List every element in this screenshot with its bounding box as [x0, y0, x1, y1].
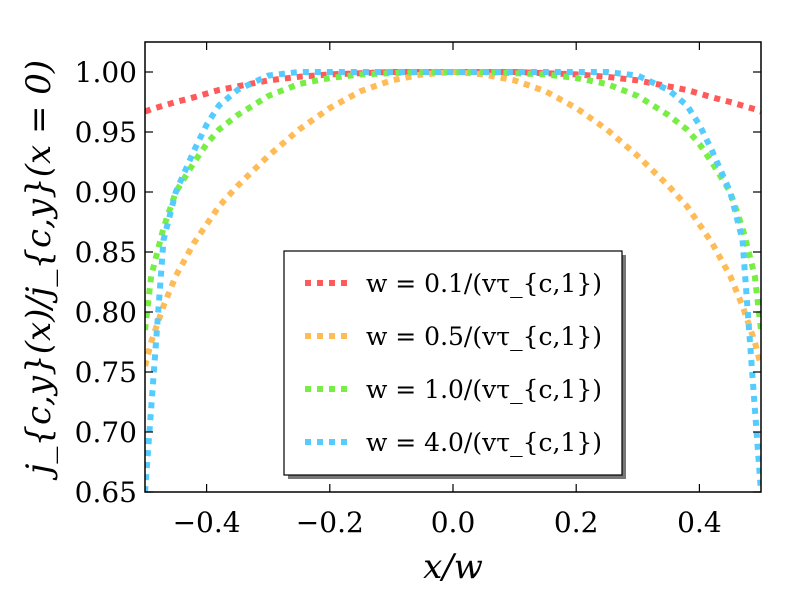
- x-tick-label: 0.4: [677, 506, 722, 539]
- y-tick-label: 0.80: [75, 296, 137, 329]
- legend-label-1: w = 0.1/(vτ_{c,1}): [366, 269, 602, 298]
- legend: w = 0.1/(vτ_{c,1})w = 0.5/(vτ_{c,1})w = …: [283, 250, 626, 479]
- legend-label-4: w = 4.0/(vτ_{c,1}): [366, 428, 602, 457]
- y-tick-label: 1.00: [75, 56, 137, 89]
- y-tick-label: 0.90: [75, 176, 137, 209]
- x-axis-label: x/w: [423, 547, 483, 587]
- x-tick-label: 0.2: [554, 506, 599, 539]
- y-tick-label: 0.65: [75, 476, 137, 509]
- ticks-layer: −0.4 −0.2 0.0 0.2 0.4 0.65 0.70 0.75 0.80 0.85 0.9…: [75, 42, 761, 539]
- legend-box: [283, 250, 623, 476]
- legend-label-3: w = 1.0/(vτ_{c,1}): [366, 375, 602, 404]
- x-tick-label: 0.0: [431, 506, 476, 539]
- y-tick-label: 0.85: [75, 236, 137, 269]
- y-tick-label: 0.95: [75, 116, 137, 149]
- series-layer: [145, 69, 761, 492]
- series-line-4: [145, 69, 761, 492]
- y-tick-label: 0.70: [75, 416, 137, 449]
- legend-label-2: w = 0.5/(vτ_{c,1}): [366, 322, 602, 351]
- series-line-2: [145, 69, 761, 367]
- x-tick-label: −0.2: [296, 506, 364, 539]
- y-tick-label: 0.75: [75, 356, 137, 389]
- x-tick-label: −0.4: [173, 506, 241, 539]
- legend-items: w = 0.1/(vτ_{c,1})w = 0.5/(vτ_{c,1})w = …: [305, 269, 602, 457]
- y-axis-label: j_{c,y}(x)/j_{c,y}(x = 0): [19, 60, 59, 481]
- series-line-1: [145, 69, 761, 115]
